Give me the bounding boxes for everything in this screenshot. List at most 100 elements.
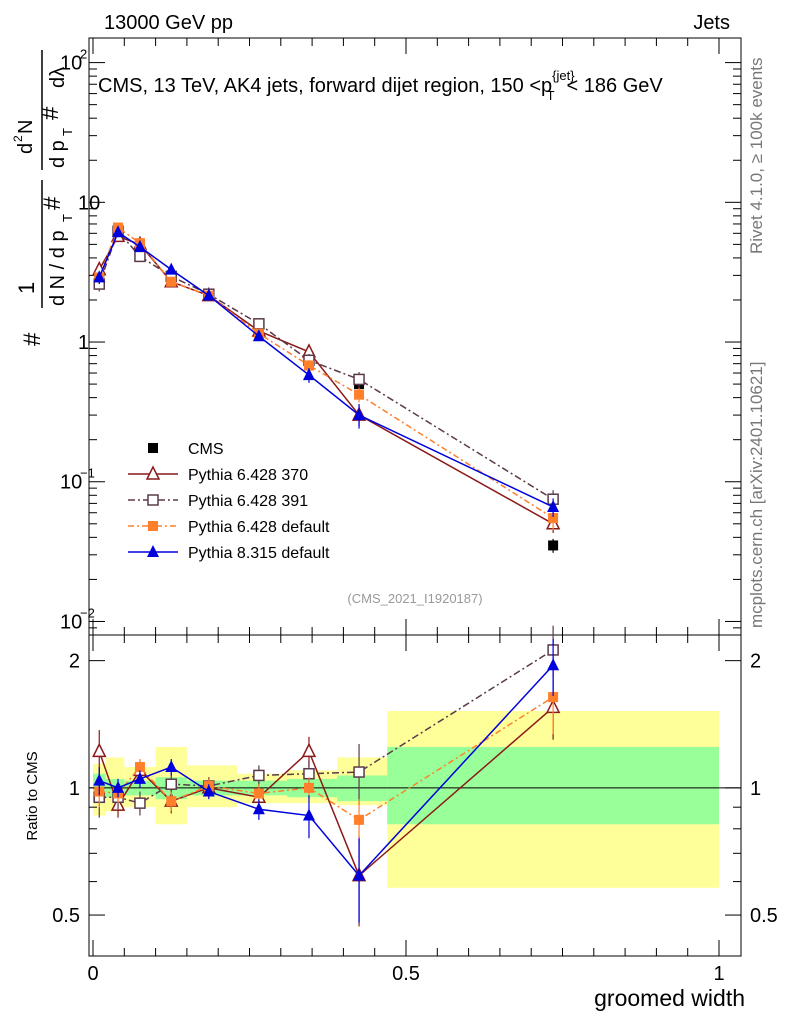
data-point xyxy=(354,389,365,400)
ratio-pythia-8-315-default xyxy=(93,639,560,923)
series-pythia-6-428-default xyxy=(94,222,559,531)
mcplots-label: mcplots.cern.ch [arXiv:2401.10621] xyxy=(747,362,766,628)
analysis-annotation: (CMS_2021_I1920187) xyxy=(347,591,482,606)
ratio-y-tick-label: 2 xyxy=(69,651,80,673)
chart-title: CMS, 13 TeV, AK4 jets, forward dijet reg… xyxy=(98,68,663,103)
ratio-y-tick-label: 0.5 xyxy=(52,905,80,927)
legend-marker xyxy=(148,443,158,453)
legend-label: CMS xyxy=(188,441,224,458)
legend-entry: Pythia 6.428 370 xyxy=(128,465,308,484)
data-point xyxy=(303,360,314,371)
data-point xyxy=(353,373,365,386)
ratio-point xyxy=(202,784,215,797)
main-y-axis-label: # 1 d N / d p T # d 2 N d p T # dλ xyxy=(11,50,75,346)
data-point xyxy=(548,513,559,524)
legend-entry: Pythia 6.428 default xyxy=(128,519,330,536)
y-tick-label: 10 xyxy=(60,472,82,494)
ratio-point xyxy=(302,808,315,821)
ratio-bands xyxy=(93,711,719,888)
ratio-point xyxy=(92,742,107,758)
ratio-point xyxy=(303,782,314,793)
data-point xyxy=(112,225,125,238)
ylabel-hash-3: # xyxy=(37,106,64,120)
ratio-point xyxy=(112,780,125,793)
ratio-point xyxy=(165,778,177,790)
legend-label: Pythia 6.428 default xyxy=(188,519,330,536)
legend-entry: Pythia 8.315 default xyxy=(128,545,330,562)
y-tick-label: 10 xyxy=(60,53,82,75)
legend-entry: CMS xyxy=(148,441,224,458)
ylabel-t-sub-2: T xyxy=(60,128,75,136)
ratio-series-group xyxy=(92,625,561,927)
legend-label: Pythia 6.428 370 xyxy=(188,467,308,484)
x-tick-label: 0.5 xyxy=(392,963,420,985)
y-tick-label: 1 xyxy=(78,332,89,354)
x-tick-label: 0 xyxy=(87,963,98,985)
ratio-y-axis-label: Ratio to CMS xyxy=(24,751,41,840)
main-series-group xyxy=(92,222,561,553)
legend-marker xyxy=(147,545,159,557)
ylabel-hash-1: # xyxy=(19,332,46,346)
x-tick-label: 1 xyxy=(713,963,724,985)
legend-label: Pythia 8.315 default xyxy=(188,545,330,562)
ratio-y-tick-label-right: 1 xyxy=(750,778,761,800)
ratio-point xyxy=(353,868,366,881)
ratio-point xyxy=(252,802,265,815)
data-point xyxy=(166,276,177,287)
ylabel-d2n: d xyxy=(15,143,37,154)
legend-marker xyxy=(145,465,161,480)
y-tick-exp: −2 xyxy=(80,605,95,620)
ylabel-dpt: d p xyxy=(47,140,69,168)
ratio-point xyxy=(165,760,178,773)
rivet-label: Rivet 4.1.0, ≥ 100k events xyxy=(747,58,766,254)
data-point xyxy=(548,540,559,551)
x-axis-label: groomed width xyxy=(594,985,745,1011)
ratio-y-tick-label: 1 xyxy=(69,778,80,800)
ratio-point xyxy=(353,766,365,778)
main-frame xyxy=(88,37,742,636)
data-point xyxy=(252,329,265,342)
legend-entry: Pythia 6.428 391 xyxy=(128,493,308,510)
y-tick-label: 10 xyxy=(60,611,82,633)
ratio-point xyxy=(547,658,560,671)
legend-marker xyxy=(147,494,159,506)
ylabel-dlambda: dλ xyxy=(47,67,69,88)
ylabel-dn-dpt: d N / d p xyxy=(47,230,69,306)
data-point xyxy=(133,239,146,252)
legend-marker xyxy=(148,521,158,531)
ylabel-exp2: 2 xyxy=(11,135,25,142)
ratio-y-tick-label-right: 2 xyxy=(750,651,761,673)
ratio-point xyxy=(93,773,106,786)
y-tick-label: 10 xyxy=(78,192,100,214)
ylabel-hash-2: # xyxy=(39,196,66,210)
ratio-point xyxy=(134,762,145,773)
title-part-1: CMS, 13 TeV, AK4 jets, forward dijet reg… xyxy=(98,75,552,97)
y-tick-exp: 2 xyxy=(80,47,87,62)
ratio-point xyxy=(253,788,264,799)
ratio-point xyxy=(354,814,365,825)
title-sub: T xyxy=(547,88,555,103)
data-point xyxy=(547,499,560,512)
ylabel-one: 1 xyxy=(14,282,39,294)
ratio-point xyxy=(133,771,146,784)
ratio-frame xyxy=(88,634,742,957)
data-point xyxy=(134,250,146,263)
y-tick-exp: −1 xyxy=(80,466,95,481)
series-pythia-6-428-370 xyxy=(92,227,561,533)
data-point xyxy=(202,288,215,301)
ratio-point xyxy=(548,692,559,703)
series-pythia-6-428-391 xyxy=(93,225,559,510)
ratio-point xyxy=(301,742,317,758)
data-point xyxy=(353,408,366,421)
data-point xyxy=(165,262,178,275)
ylabel-n: N xyxy=(15,120,37,134)
ratio-y-tick-label-right: 0.5 xyxy=(750,905,778,927)
legend-label: Pythia 6.428 391 xyxy=(188,493,308,510)
ratio-point xyxy=(134,797,146,809)
series-pythia-8-315-default xyxy=(93,225,560,517)
title-part-2: < 186 GeV xyxy=(567,75,664,97)
ratio-point xyxy=(253,769,265,782)
data-point xyxy=(302,368,315,381)
